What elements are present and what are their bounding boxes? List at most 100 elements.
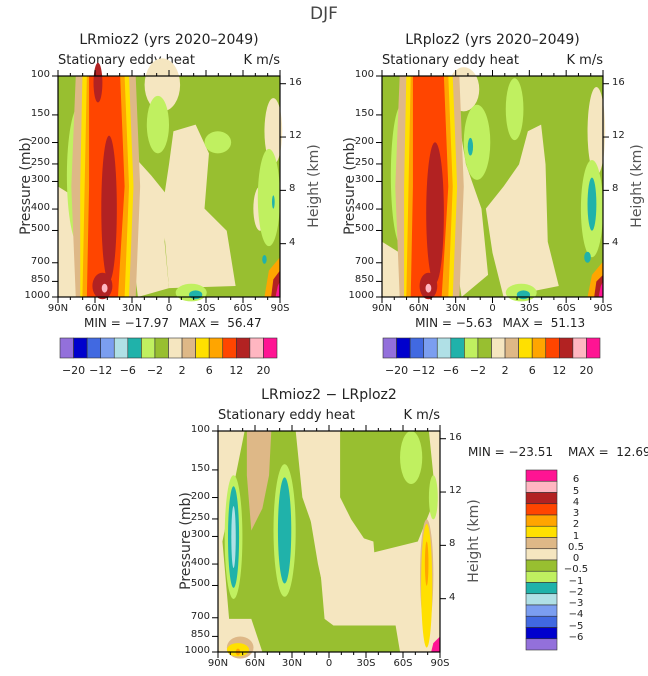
- colorbar-label: 20: [579, 364, 594, 377]
- colorbar-label: −2: [146, 364, 164, 377]
- y2-axis-label: Height (km): [466, 498, 482, 583]
- colorbar-label: −0.5: [563, 564, 589, 576]
- max-label: MAX = 56.47: [179, 316, 262, 330]
- panel-title: LRmioz2 (yrs 2020–2049): [79, 32, 259, 48]
- y-tick-label: 500: [190, 578, 210, 590]
- x-tick-label: 30S: [356, 658, 376, 669]
- contour-plot: [52, 58, 286, 303]
- contour-region: [516, 290, 531, 300]
- panel-title: LRploz2 (yrs 2020–2049): [405, 32, 580, 48]
- y2-tick-label: 4: [449, 591, 456, 603]
- contour-region: [275, 281, 280, 297]
- y2-tick-label: 12: [612, 130, 625, 142]
- colorbar-swatch: [559, 337, 574, 359]
- colorbar-swatch: [545, 337, 560, 359]
- colorbar-swatch: [525, 548, 558, 561]
- contour-region: [587, 177, 597, 231]
- colorbar-swatch: [504, 337, 519, 359]
- y-tick-label: 1000: [184, 645, 210, 656]
- colorbar-swatch: [525, 615, 558, 628]
- x-tick-label: 0: [325, 658, 333, 669]
- colorbar-swatch: [113, 337, 129, 359]
- contour-region: [598, 281, 603, 297]
- y-tick-label: 300: [30, 174, 50, 186]
- max-label: MAX = 51.13: [502, 316, 586, 330]
- colorbar-swatch: [436, 337, 452, 359]
- colorbar-swatch: [181, 337, 196, 359]
- contour-region: [382, 241, 440, 297]
- contour-region: [264, 98, 283, 165]
- colorbar-swatch: [154, 337, 169, 359]
- y2-axis-label: Height (km): [629, 143, 645, 228]
- colorbar-swatch: [525, 582, 558, 595]
- colorbar-swatch: [382, 337, 397, 359]
- x-tick-label: 30N: [445, 303, 466, 314]
- x-tick-label: 90N: [47, 303, 69, 314]
- y-tick-label: 700: [354, 255, 374, 267]
- colorbar-swatch: [586, 337, 601, 359]
- colorbar-swatch: [100, 337, 115, 359]
- contour-region: [262, 255, 267, 264]
- y-tick-label: 150: [30, 107, 50, 119]
- contour-region: [485, 124, 559, 297]
- y-tick-label: 200: [30, 135, 50, 147]
- x-tick-label: 60N: [408, 303, 429, 314]
- colorbar-swatch: [464, 337, 479, 359]
- y2-axis-label: Height (km): [306, 143, 322, 228]
- y-tick-label: 250: [354, 156, 374, 168]
- y-tick-label: 300: [190, 529, 210, 541]
- contour-plot: [212, 425, 446, 659]
- y-tick-label: 500: [354, 223, 374, 235]
- colorbar-label: −4: [568, 609, 584, 621]
- colorbar-swatch: [525, 537, 558, 550]
- figure-title: DJF: [310, 4, 338, 24]
- colorbar-swatch: [525, 480, 558, 493]
- colorbar-label: −12: [89, 364, 113, 377]
- colorbar-swatch: [450, 337, 465, 359]
- contour-region: [246, 431, 272, 531]
- colorbar-label: 20: [256, 364, 271, 377]
- colorbar-swatch: [525, 638, 558, 651]
- colorbar-label: 6: [572, 474, 580, 486]
- colorbar-label: −2: [568, 586, 584, 598]
- variable-label: Stationary eddy heat: [218, 408, 355, 423]
- contour-region: [431, 636, 440, 652]
- colorbar-label: 2: [178, 364, 186, 377]
- contour-region: [204, 131, 232, 154]
- x-tick-label: 60S: [233, 303, 253, 314]
- contour-region: [426, 142, 444, 284]
- colorbar-swatch: [127, 337, 142, 359]
- contour-region: [272, 195, 275, 209]
- y2-tick-label: 8: [449, 538, 456, 550]
- max-label: MAX = 12.69: [568, 445, 648, 459]
- y-tick-label: 700: [190, 610, 210, 622]
- y2-tick-label: 12: [449, 485, 462, 497]
- colorbar-label: −6: [442, 364, 459, 377]
- y-tick-label: 1000: [348, 290, 374, 301]
- contour-region: [302, 431, 378, 619]
- y-tick-label: 200: [354, 135, 374, 147]
- min-label: MIN = −5.63: [415, 316, 493, 330]
- contour-region: [467, 137, 474, 156]
- colorbar-swatch: [525, 514, 558, 527]
- y2-tick-label: 16: [612, 76, 625, 88]
- contour-region: [587, 87, 606, 176]
- colorbar-swatch: [518, 337, 533, 359]
- y-tick-label: 850: [190, 629, 210, 641]
- colorbar-swatch: [423, 337, 438, 359]
- colorbar-swatch: [525, 593, 558, 606]
- colorbar-swatch: [525, 604, 558, 617]
- colorbar-label: 0: [572, 553, 580, 564]
- contour-region: [424, 541, 429, 586]
- colorbar-swatch: [525, 525, 558, 538]
- x-tick-label: 30N: [121, 303, 143, 314]
- colorbar-swatch: [86, 337, 101, 359]
- x-tick-label: 90S: [593, 303, 613, 314]
- colorbar-label: −6: [119, 364, 136, 377]
- x-tick-label: 90N: [207, 658, 229, 669]
- y-tick-label: 250: [190, 511, 210, 523]
- contour-region: [277, 477, 292, 584]
- x-tick-label: 60N: [244, 658, 266, 669]
- colorbar-swatch: [531, 337, 547, 359]
- contour-region: [428, 475, 438, 520]
